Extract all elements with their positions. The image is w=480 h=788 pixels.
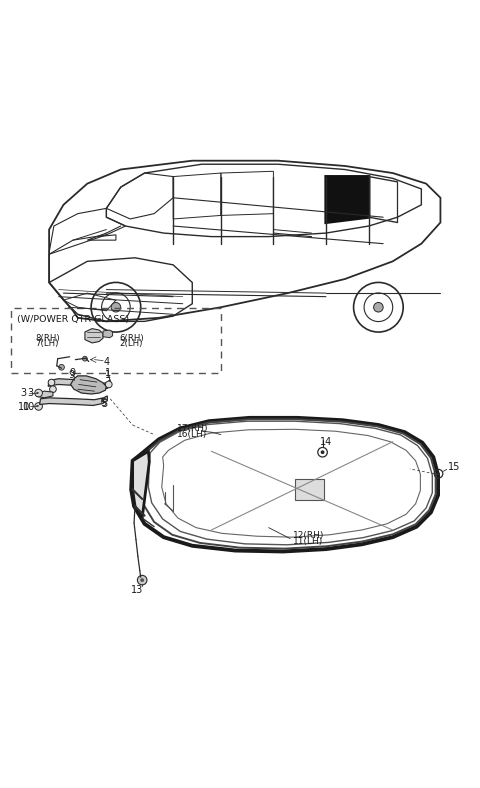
Text: 8(RH): 8(RH) — [36, 333, 60, 343]
Polygon shape — [36, 391, 53, 398]
Text: 11(LH): 11(LH) — [292, 537, 323, 546]
Polygon shape — [39, 396, 108, 406]
Circle shape — [49, 386, 56, 392]
Circle shape — [373, 303, 383, 312]
Text: 17(RH): 17(RH) — [177, 424, 208, 433]
Polygon shape — [48, 379, 110, 389]
Circle shape — [35, 403, 42, 411]
Circle shape — [321, 450, 324, 454]
Text: 14: 14 — [320, 437, 333, 447]
Polygon shape — [85, 329, 103, 343]
Text: 9: 9 — [68, 370, 74, 380]
Polygon shape — [71, 376, 107, 394]
Text: 15: 15 — [447, 463, 460, 473]
Circle shape — [48, 379, 55, 386]
Text: 1: 1 — [106, 370, 111, 380]
Circle shape — [437, 472, 440, 475]
Text: 2(LH): 2(LH) — [120, 340, 143, 348]
Text: 5: 5 — [101, 398, 107, 407]
Text: 3: 3 — [28, 388, 34, 398]
Text: 16(LH): 16(LH) — [177, 429, 207, 439]
Text: 4: 4 — [104, 356, 110, 366]
Circle shape — [137, 575, 147, 585]
Text: 10: 10 — [23, 403, 35, 412]
Circle shape — [106, 381, 112, 388]
Text: 9: 9 — [70, 369, 76, 378]
Polygon shape — [326, 177, 369, 222]
Polygon shape — [103, 330, 113, 338]
Text: 3: 3 — [21, 388, 26, 398]
Circle shape — [111, 303, 120, 312]
Circle shape — [140, 578, 144, 582]
Text: 12(RH): 12(RH) — [292, 531, 324, 540]
FancyBboxPatch shape — [295, 479, 324, 500]
Circle shape — [35, 389, 42, 397]
Circle shape — [83, 356, 87, 361]
Text: 13: 13 — [131, 585, 144, 595]
Text: 7(LH): 7(LH) — [36, 340, 59, 348]
Text: 6(RH): 6(RH) — [120, 333, 144, 343]
Text: 10: 10 — [18, 402, 30, 412]
Text: (W/POWER QTR GLASS): (W/POWER QTR GLASS) — [17, 314, 129, 324]
Circle shape — [59, 364, 64, 370]
Text: 1: 1 — [106, 369, 111, 378]
Polygon shape — [132, 452, 149, 518]
Text: 5: 5 — [102, 399, 108, 408]
